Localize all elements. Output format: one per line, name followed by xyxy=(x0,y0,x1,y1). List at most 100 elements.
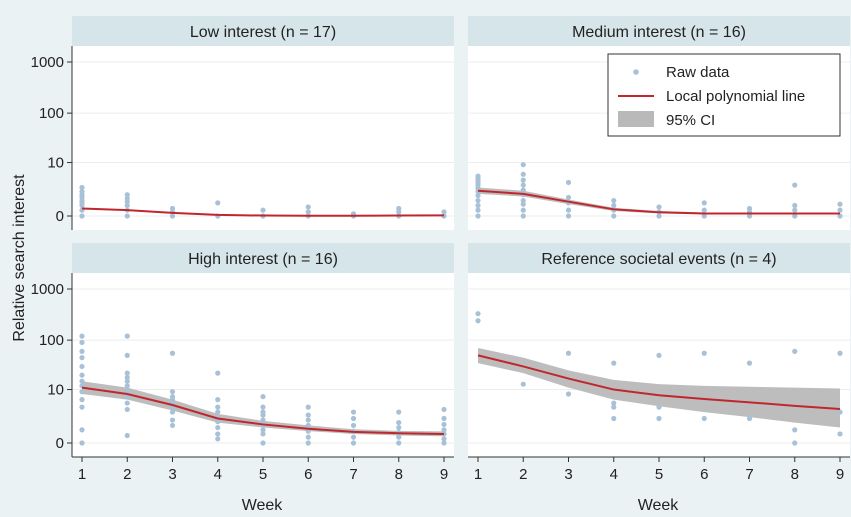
raw-data-point xyxy=(305,209,311,215)
raw-data-point xyxy=(565,350,572,356)
raw-data-point xyxy=(565,213,572,219)
raw-data-point xyxy=(169,409,176,415)
raw-data-point xyxy=(746,360,753,366)
local-polynomial-line xyxy=(477,354,841,410)
raw-data-point xyxy=(124,374,130,380)
legend: Raw data Local polynomial line 95% CI xyxy=(607,53,841,137)
panel-3: High interest (n = 16) 0 10 100 1000 1 2 3 4 5 6 7 8… xyxy=(31,243,454,483)
raw-data-point xyxy=(305,204,311,210)
ci-band xyxy=(478,187,840,215)
raw-data-point xyxy=(124,202,130,209)
raw-data-point xyxy=(260,431,266,437)
raw-data-point xyxy=(520,162,526,168)
y-tick-label: 10 xyxy=(47,155,64,172)
raw-data-point xyxy=(611,415,617,422)
raw-data-point xyxy=(124,432,130,439)
x-tick-label: 1 xyxy=(474,466,482,483)
raw-data-point xyxy=(169,205,176,212)
raw-data-point xyxy=(611,404,617,410)
ci-band xyxy=(478,347,840,428)
raw-data-point xyxy=(305,412,311,418)
raw-data-point xyxy=(124,378,130,384)
x-tick-label: 4 xyxy=(214,466,222,483)
raw-data-point xyxy=(124,333,130,339)
raw-data-point xyxy=(215,436,221,442)
legend-item-label: 95% CI xyxy=(666,112,715,129)
raw-data-point xyxy=(565,391,572,397)
raw-data-point xyxy=(215,409,221,415)
raw-data-point xyxy=(79,440,85,446)
raw-data-point xyxy=(792,213,798,219)
panel-title: Reference societal events (n = 4) xyxy=(541,251,776,268)
raw-data-point xyxy=(701,207,707,213)
raw-data-point xyxy=(520,171,526,177)
legend-swatch-ci xyxy=(618,111,654,127)
raw-data-point xyxy=(124,192,130,198)
y-tick-label: 1000 xyxy=(31,281,64,298)
raw-data-point xyxy=(215,397,221,403)
raw-data-point xyxy=(396,419,402,426)
panel-4: Reference societal events (n = 4) 1 2 3 4 5 6 7… xyxy=(468,243,850,483)
y-tick-label: 10 xyxy=(47,382,64,399)
x-tick-label: 8 xyxy=(395,466,403,483)
raw-data-point xyxy=(746,205,753,212)
raw-data-point xyxy=(124,352,130,358)
raw-data-point xyxy=(305,417,311,423)
raw-data-point xyxy=(215,370,221,376)
raw-data-point xyxy=(520,381,526,387)
raw-data-point xyxy=(215,200,221,206)
raw-data-point xyxy=(475,207,481,213)
raw-data-point xyxy=(215,424,221,431)
y-axis-label: Relative search interest xyxy=(11,174,28,342)
x-tick-label: 2 xyxy=(519,466,527,483)
raw-data-point xyxy=(79,333,85,339)
y-tick-label: 0 xyxy=(56,435,64,452)
raw-data-point xyxy=(746,213,753,219)
raw-data-point xyxy=(124,370,130,376)
raw-data-point xyxy=(260,427,266,433)
raw-data-point xyxy=(611,197,617,204)
raw-data-point xyxy=(656,204,662,210)
raw-data-point xyxy=(837,213,843,219)
raw-data-point xyxy=(305,434,311,440)
raw-data-point xyxy=(611,360,617,366)
raw-data-point xyxy=(396,424,402,431)
raw-data-point xyxy=(656,415,662,422)
raw-data-point xyxy=(260,394,266,400)
x-axis-label-left: Week xyxy=(242,497,284,514)
raw-data-point xyxy=(475,202,481,209)
raw-data-point xyxy=(305,422,311,429)
raw-data-point xyxy=(792,182,798,188)
raw-data-point xyxy=(441,436,447,442)
raw-data-point xyxy=(565,179,572,186)
raw-data-point xyxy=(350,409,357,415)
raw-data-point xyxy=(79,389,85,395)
raw-data-point xyxy=(260,417,266,423)
raw-data-point xyxy=(475,197,481,204)
x-tick-label: 6 xyxy=(700,466,708,483)
panel-strip xyxy=(468,16,850,46)
raw-data-point xyxy=(520,213,526,219)
raw-data-point xyxy=(169,417,176,423)
raw-data-point xyxy=(441,415,447,422)
raw-data-point xyxy=(305,404,311,410)
legend-item-label: Local polynomial line xyxy=(666,88,805,105)
raw-data-point xyxy=(396,440,402,446)
raw-data-point xyxy=(792,427,798,433)
raw-data-point xyxy=(837,409,843,415)
panel-title: Medium interest (n = 16) xyxy=(572,24,746,41)
raw-data-point xyxy=(124,406,130,413)
raw-data-point xyxy=(169,213,176,219)
raw-data-point xyxy=(611,202,617,209)
local-polynomial-line xyxy=(81,207,445,217)
raw-data-point xyxy=(701,213,707,219)
raw-data-point xyxy=(441,406,447,413)
raw-data-point xyxy=(475,318,481,324)
x-tick-label: 3 xyxy=(168,466,176,483)
plot-area xyxy=(72,46,454,230)
raw-data-point xyxy=(124,400,130,406)
local-polynomial-line xyxy=(81,386,445,435)
raw-data-point xyxy=(169,389,176,395)
raw-data-point xyxy=(79,427,85,433)
raw-data-point xyxy=(260,404,266,410)
